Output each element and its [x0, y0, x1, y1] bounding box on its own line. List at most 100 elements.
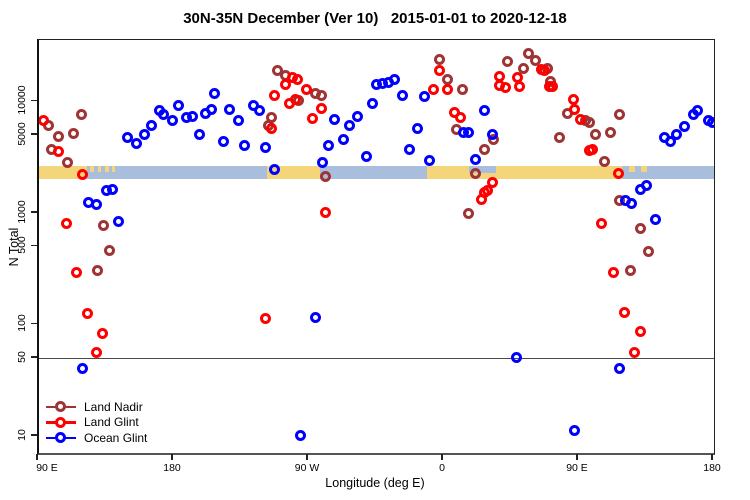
legend-marker-icon: [46, 401, 76, 413]
land-glint-point: [315, 102, 327, 114]
land-glint-point: [476, 193, 488, 205]
land-nadir-point: [605, 126, 617, 138]
ocean-glint-point: [692, 105, 704, 117]
y-tick: [31, 99, 37, 101]
legend-label: Land Nadir: [84, 399, 143, 414]
strip-ocean-segment: [87, 166, 267, 179]
ocean-glint-point: [671, 129, 683, 141]
ocean-glint-point: [510, 352, 522, 364]
ocean-glint-point: [322, 139, 334, 151]
ocean-glint-point: [90, 198, 102, 210]
land-glint-point: [269, 89, 281, 101]
strip-island-speck: [628, 166, 635, 172]
strip-island-speck: [111, 166, 115, 172]
legend-item-ocean-glint: Ocean Glint: [46, 430, 147, 446]
ocean-glint-point: [130, 137, 142, 149]
ocean-glint-point: [360, 150, 372, 162]
legend-circle-icon: [55, 432, 66, 444]
ocean-glint-point: [396, 89, 408, 101]
land-glint-point: [289, 93, 301, 105]
strip-island-speck: [105, 166, 109, 172]
land-glint-point: [52, 146, 64, 158]
x-axis-label: Longitude (deg E): [325, 476, 425, 490]
legend-marker-icon: [46, 416, 76, 428]
ocean-glint-point: [418, 91, 430, 103]
ocean-glint-point: [625, 197, 637, 209]
land-glint-point: [612, 167, 624, 179]
ocean-glint-point: [166, 115, 178, 127]
land-glint-point: [607, 266, 619, 278]
land-glint-point: [279, 78, 291, 90]
x-tick-label: 0: [439, 462, 445, 474]
ocean-glint-point: [113, 215, 125, 227]
ocean-glint-point: [224, 103, 236, 115]
ocean-glint-point: [462, 126, 474, 138]
land-glint-point: [618, 306, 630, 318]
ocean-glint-point: [294, 430, 306, 441]
x-tick-label: 180: [163, 462, 181, 474]
land-nadir-point: [433, 53, 445, 65]
land-nadir-point: [522, 47, 534, 59]
legend-item-land-nadir: Land Nadir: [46, 399, 147, 415]
strip-land-segment: [267, 166, 320, 179]
land-nadir-point: [75, 108, 87, 120]
ocean-glint-point: [107, 183, 119, 195]
land-nadir-point: [642, 246, 654, 258]
ocean-glint-point: [706, 116, 714, 128]
y-tick: [31, 133, 37, 135]
ocean-glint-point: [664, 136, 676, 148]
land-glint-point: [513, 80, 525, 92]
ocean-glint-point: [206, 103, 218, 115]
ocean-glint-point: [121, 132, 133, 144]
land-glint-point: [574, 114, 586, 126]
ocean-glint-point: [268, 163, 280, 175]
ocean-glint-point: [337, 134, 349, 146]
land-glint-point: [60, 218, 72, 230]
ocean-glint-point: [146, 120, 158, 132]
strip-ocean-segment: [622, 166, 714, 179]
ocean-glint-point: [366, 97, 378, 109]
land-nadir-point: [584, 117, 596, 129]
land-nadir-point: [590, 129, 602, 141]
legend: Land Nadir Land Glint Ocean Glint: [46, 399, 147, 446]
land-glint-point: [90, 347, 102, 359]
land-nadir-point: [320, 170, 332, 182]
ocean-glint-point: [343, 120, 355, 132]
land-nadir-point: [315, 89, 327, 101]
land-glint-point: [569, 103, 581, 115]
ocean-glint-point: [470, 154, 482, 166]
land-nadir-point: [479, 143, 491, 155]
x-tick-label: 180: [703, 462, 721, 474]
strip-land-segment: [39, 166, 87, 179]
land-glint-point: [76, 169, 88, 181]
land-nadir-point: [61, 157, 73, 169]
ocean-glint-point: [138, 129, 150, 141]
land-glint-point: [300, 83, 312, 95]
land-glint-point: [539, 65, 551, 77]
land-glint-point: [259, 313, 271, 325]
ocean-glint-point: [423, 155, 435, 167]
strip-land-segment: [427, 166, 623, 179]
y-tick-label: 50: [16, 350, 28, 363]
x-tick: [171, 454, 173, 460]
land-nadir-point: [613, 108, 625, 120]
land-glint-point: [441, 83, 453, 95]
ocean-glint-point: [172, 100, 184, 112]
land-nadir-point: [104, 245, 116, 257]
x-tick-label: 90 E: [566, 462, 588, 474]
ocean-glint-point: [650, 213, 662, 225]
legend-marker-icon: [46, 432, 76, 444]
legend-label: Ocean Glint: [84, 430, 148, 445]
land-nadir-point: [53, 130, 65, 142]
ocean-glint-point: [678, 121, 690, 133]
strip-island-speck: [97, 166, 102, 172]
ocean-glint-point: [254, 104, 266, 116]
land-nadir-point: [553, 131, 565, 143]
land-glint-point: [628, 346, 640, 358]
x-tick-label: 90 E: [36, 462, 58, 474]
ocean-glint-point: [186, 110, 198, 122]
land-nadir-point: [518, 63, 530, 75]
land-glint-point: [500, 82, 512, 94]
land-nadir-point: [624, 264, 636, 276]
x-tick: [711, 454, 713, 460]
